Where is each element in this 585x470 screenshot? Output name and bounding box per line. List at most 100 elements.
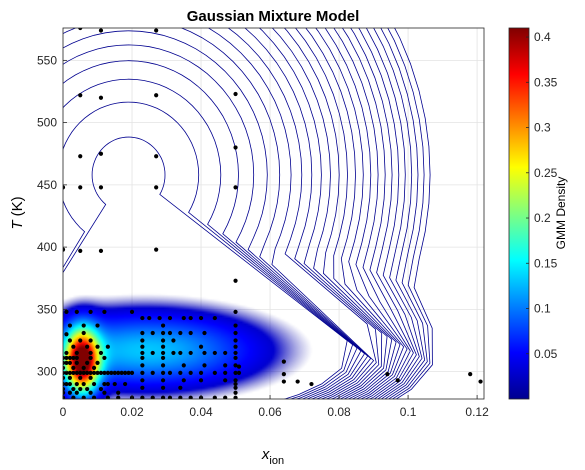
data-point [119, 370, 124, 375]
data-point [63, 355, 66, 361]
y-axis-label-unit: (K) [9, 196, 26, 220]
data-point [78, 338, 83, 343]
data-point [85, 386, 90, 392]
x-axis-label: xion [261, 446, 284, 467]
data-point [67, 390, 73, 395]
data-point [74, 390, 79, 395]
data-point [154, 185, 159, 190]
data-point [140, 355, 145, 361]
data-point [112, 381, 117, 387]
data-point [95, 323, 100, 328]
data-point [160, 355, 166, 361]
data-point [102, 381, 107, 387]
data-point [67, 338, 73, 343]
data-point [198, 344, 204, 349]
data-point [140, 344, 145, 349]
colorbar-tick-label: 0.2 [534, 211, 551, 225]
data-point [64, 332, 69, 337]
data-point [233, 91, 238, 97]
contour-line [63, 101, 354, 399]
data-point [63, 386, 66, 392]
data-point [129, 370, 135, 375]
data-point [85, 360, 90, 365]
data-point [171, 338, 176, 343]
data-point [67, 323, 73, 328]
data-point [478, 379, 483, 384]
data-point [160, 378, 166, 383]
data-point [140, 378, 145, 383]
data-point [167, 315, 173, 321]
x-tick-label: 0.08 [327, 405, 351, 419]
data-points [63, 28, 483, 399]
data-point [188, 330, 193, 336]
data-point [98, 28, 104, 33]
data-point [140, 370, 145, 375]
data-point [178, 350, 183, 356]
data-point [98, 151, 104, 156]
y-axis-label: T (K) [9, 196, 26, 229]
data-point [233, 370, 238, 375]
data-point [102, 390, 107, 395]
data-point [81, 323, 86, 328]
data-point [181, 315, 186, 321]
data-point [91, 381, 97, 387]
data-point [154, 154, 159, 159]
data-point [160, 370, 166, 375]
x-tick-label: 0.1 [400, 405, 417, 419]
data-point [236, 370, 242, 375]
data-point [98, 95, 104, 100]
data-point [140, 350, 145, 356]
data-point [468, 372, 473, 377]
data-point [88, 370, 93, 375]
data-point [160, 363, 166, 368]
data-point [91, 395, 97, 399]
data-point [395, 378, 400, 383]
data-point [233, 395, 238, 399]
data-point [91, 365, 97, 370]
data-point [385, 372, 390, 377]
data-point [63, 381, 66, 387]
data-point [236, 364, 242, 369]
data-point [67, 370, 73, 375]
data-point [188, 370, 193, 375]
data-point [160, 385, 166, 390]
colorbar-label: GMM Density [554, 177, 568, 250]
data-point [78, 386, 83, 392]
data-point [81, 330, 86, 336]
data-point [202, 363, 207, 368]
data-point [198, 378, 204, 383]
contour-line [63, 44, 366, 399]
data-point [223, 363, 228, 368]
data-point [74, 360, 79, 365]
data-point [233, 378, 238, 383]
data-point [167, 330, 173, 336]
data-point [160, 395, 166, 399]
data-point [188, 395, 193, 399]
data-point [123, 381, 128, 387]
data-point [233, 363, 238, 368]
data-point [171, 350, 176, 356]
data-point [85, 370, 90, 375]
plot-frame [62, 27, 485, 400]
data-point [178, 370, 183, 375]
data-point [98, 350, 104, 356]
data-point [109, 370, 114, 375]
contour-line [63, 136, 348, 399]
data-point [188, 315, 193, 321]
data-point [147, 315, 152, 321]
data-point [160, 350, 166, 356]
data-point [233, 350, 238, 356]
data-point [67, 381, 73, 387]
data-point [88, 355, 93, 361]
x-tick-label: 0.02 [120, 405, 144, 419]
data-point [74, 370, 79, 375]
colorbar-tick-label: 0.1 [534, 302, 551, 316]
x-tick-label: 0 [60, 405, 67, 419]
data-point [71, 365, 76, 370]
colorbar-tick-label: 0.35 [534, 75, 558, 89]
data-point [154, 28, 159, 33]
data-point [160, 330, 166, 336]
data-point [154, 93, 159, 98]
data-point [202, 330, 207, 336]
data-point [102, 309, 107, 314]
